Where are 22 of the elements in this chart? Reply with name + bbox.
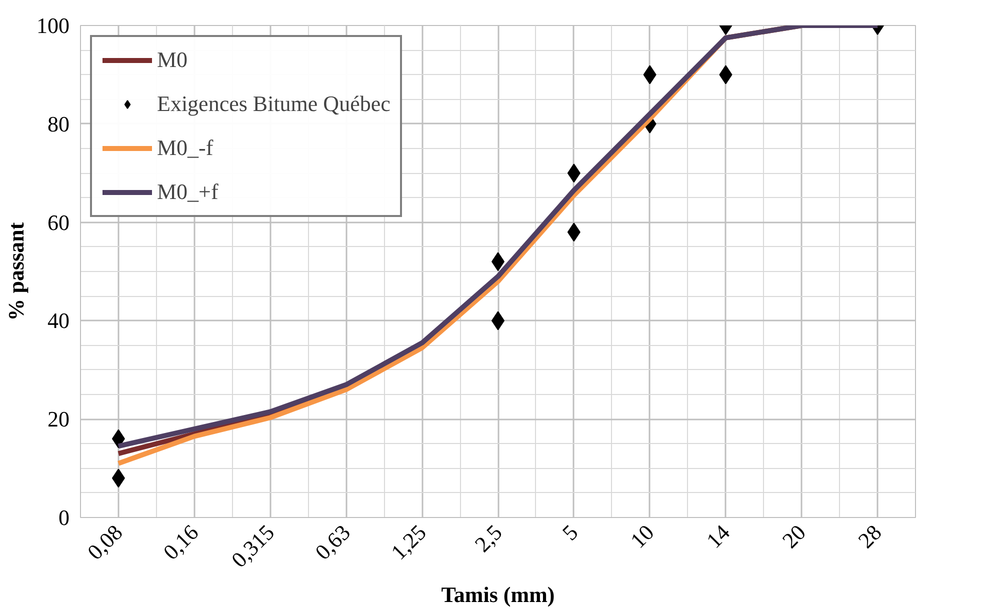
y-tick-label: 100	[36, 13, 70, 38]
x-axis-title: Tamis (mm)	[441, 582, 555, 608]
x-tick-label: 14	[701, 520, 735, 553]
y-tick-label: 60	[48, 210, 70, 235]
y-axis-title: % passant	[4, 222, 28, 321]
x-tick-label: 0,16	[158, 520, 204, 565]
x-tick-label: 10	[625, 520, 659, 553]
y-tick-label: 40	[48, 308, 70, 334]
x-tick-label: 28	[853, 520, 886, 553]
x-tick-label: 5	[557, 520, 583, 546]
y-tick-label: 80	[48, 111, 70, 136]
x-tick-label: 2,5	[470, 520, 507, 557]
legend-label: M0	[157, 47, 188, 73]
x-tick-label: 20	[777, 520, 810, 553]
y-tick-label: 0	[58, 505, 70, 530]
x-tick-label: 0,63	[310, 520, 356, 565]
legend-label: Exigences Bitume Québec	[157, 91, 390, 117]
x-tick-label: 1,25	[386, 520, 431, 565]
legend-label: M0_+f	[157, 179, 218, 205]
legend-label: M0_-f	[157, 135, 214, 161]
y-tick-label: 20	[48, 406, 70, 432]
x-tick-label: 0,08	[82, 520, 128, 565]
